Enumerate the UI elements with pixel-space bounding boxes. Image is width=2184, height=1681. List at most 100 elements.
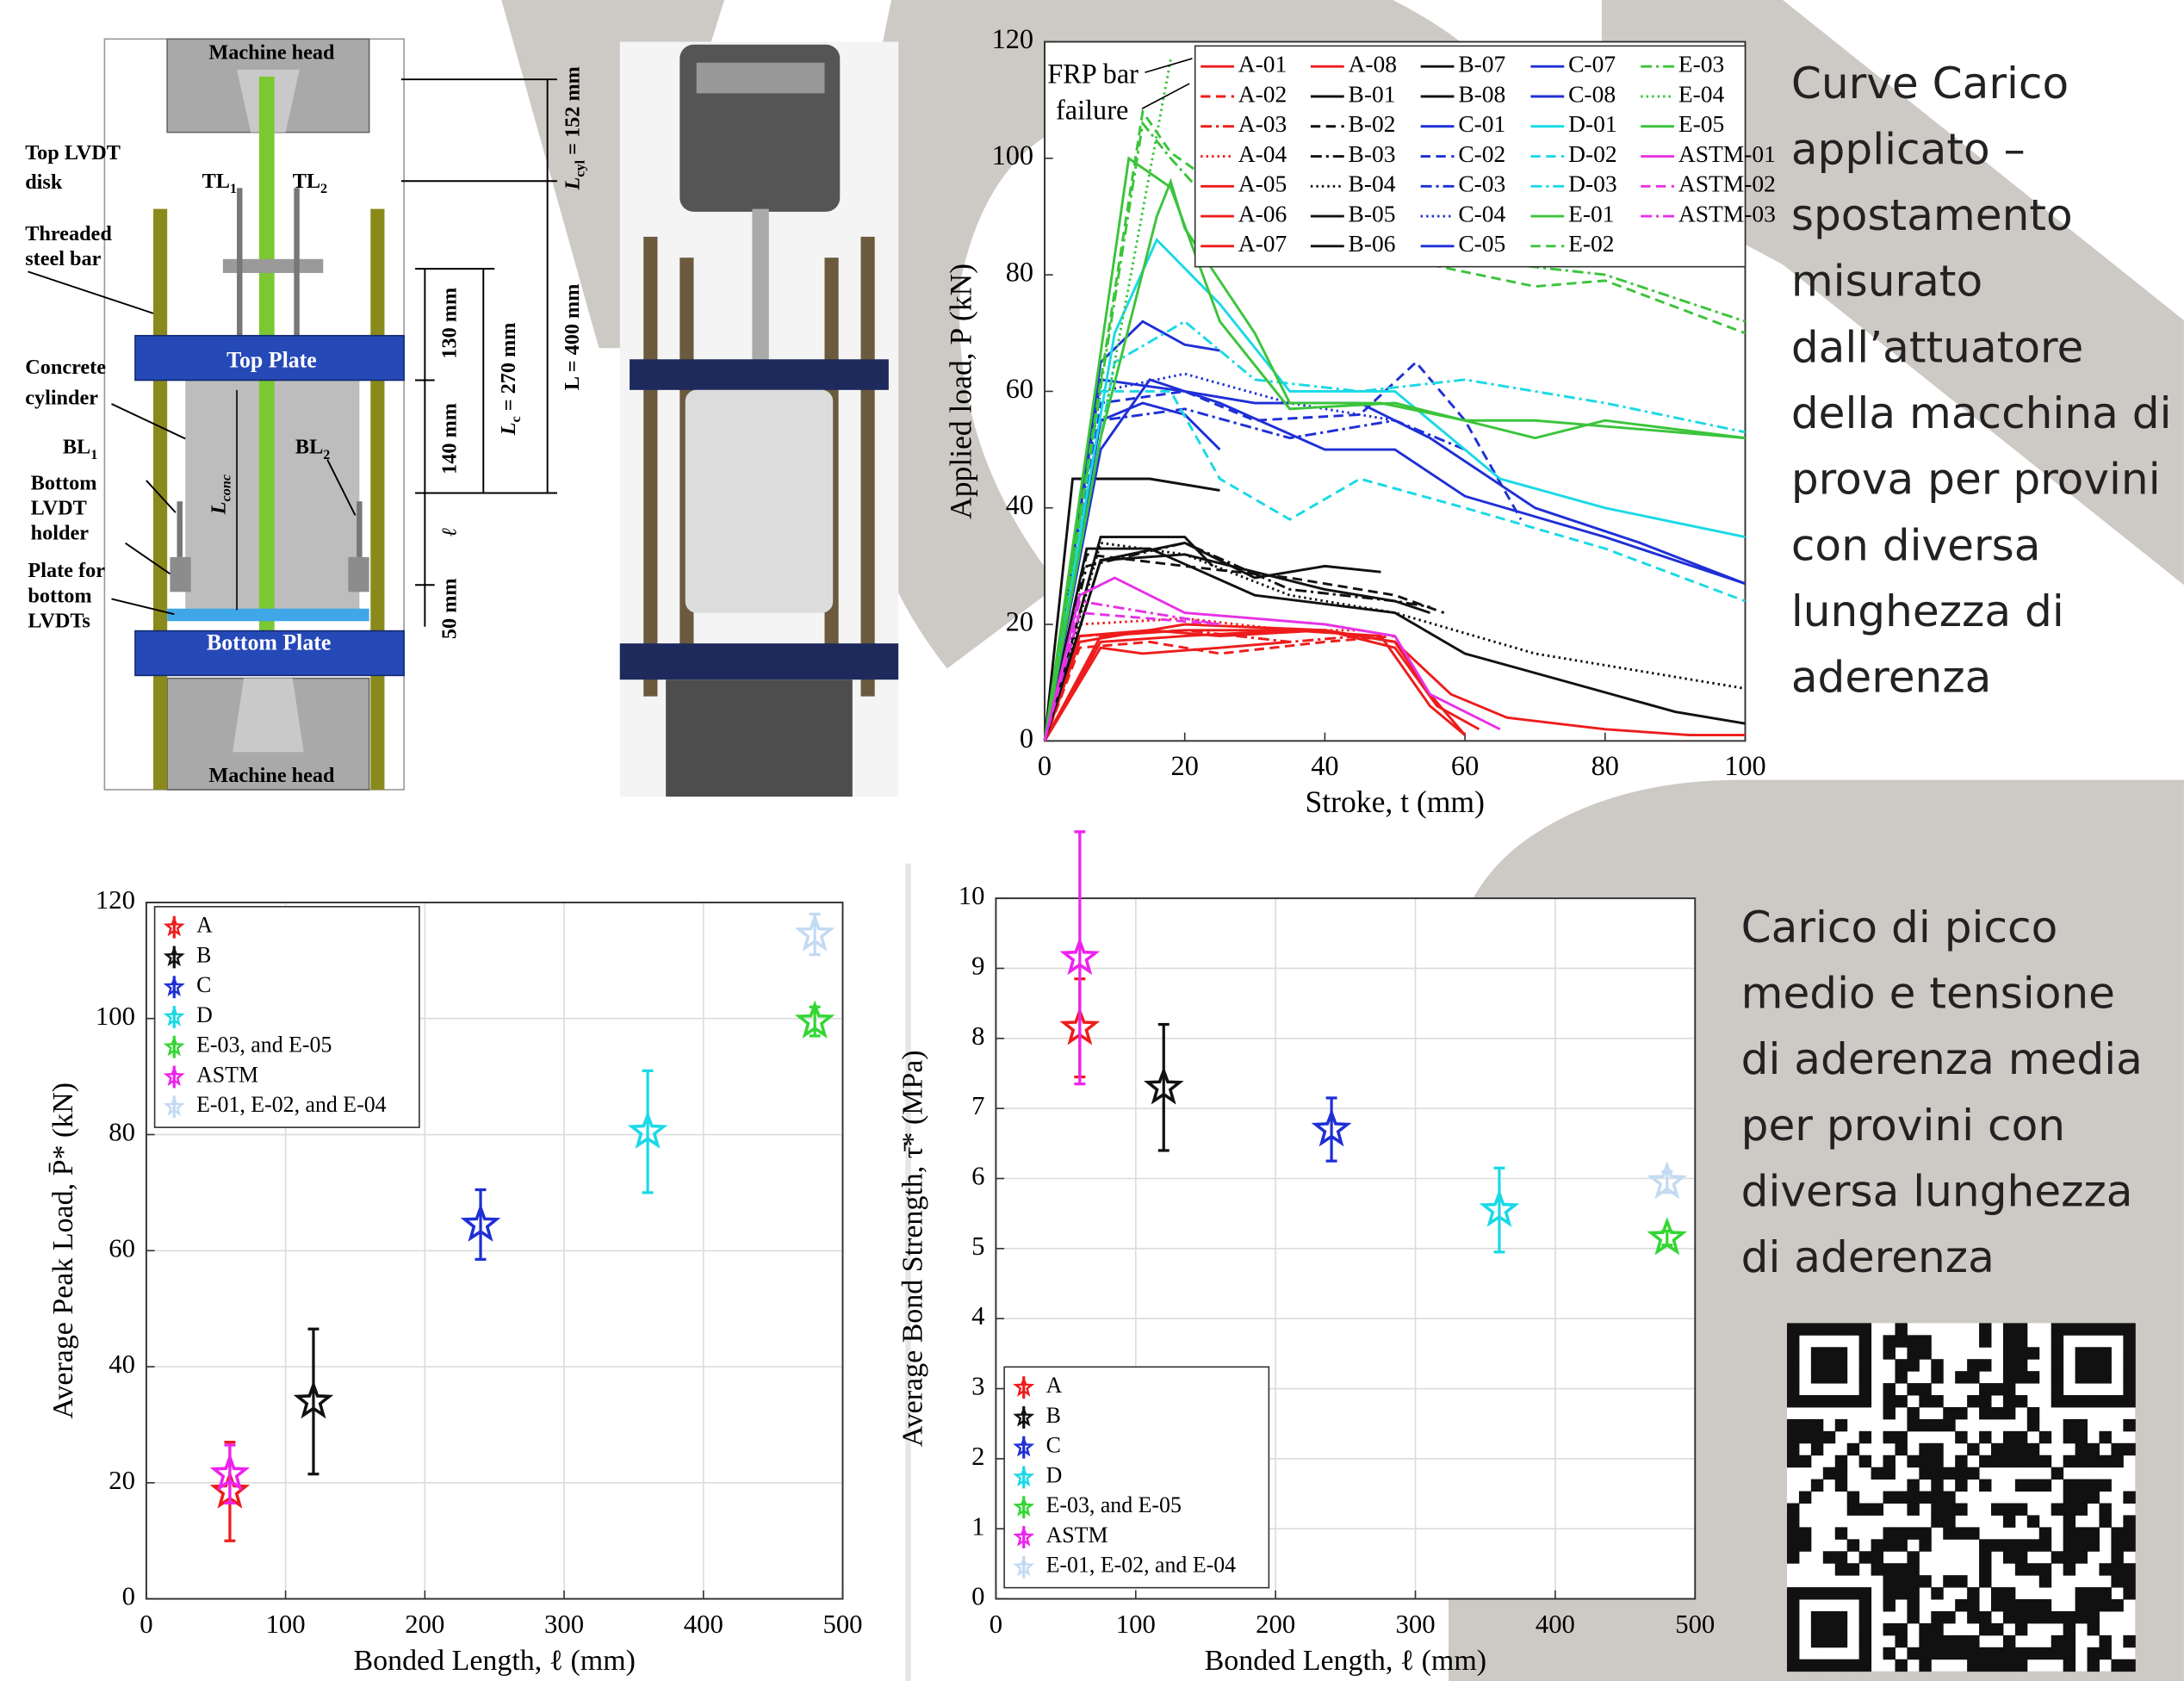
qr-module bbox=[1823, 1347, 1835, 1359]
qr-module bbox=[1823, 1371, 1835, 1383]
qr-module bbox=[1835, 1467, 1847, 1479]
qr-module bbox=[1979, 1539, 1991, 1551]
legend-label: B-05 bbox=[1349, 201, 1396, 226]
qr-module bbox=[2003, 1455, 2015, 1467]
label: disk bbox=[25, 171, 63, 194]
qr-module bbox=[1979, 1563, 1991, 1575]
qr-module bbox=[2039, 1599, 2051, 1611]
qr-module bbox=[2051, 1335, 2063, 1347]
qr-module bbox=[1787, 1431, 1799, 1443]
legend-label: E-04 bbox=[1678, 81, 1725, 107]
qr-module bbox=[2039, 1527, 2051, 1539]
legend-label: B-06 bbox=[1349, 231, 1396, 257]
qr-module bbox=[2063, 1551, 2075, 1563]
qr-module bbox=[2051, 1551, 2063, 1563]
chart: 020406080100020406080100120Stroke, t (mm… bbox=[943, 23, 1775, 819]
qr-module bbox=[1835, 1611, 1847, 1623]
qr-module bbox=[1859, 1347, 1871, 1359]
qr-module bbox=[1955, 1431, 1967, 1443]
qr-module bbox=[1859, 1323, 1871, 1335]
qr-module bbox=[2088, 1455, 2100, 1467]
qr-module bbox=[1919, 1575, 1931, 1587]
legend-label: C-02 bbox=[1458, 141, 1505, 167]
qr-module bbox=[1955, 1635, 1967, 1647]
qr-module bbox=[1931, 1635, 1943, 1647]
qr-module bbox=[1955, 1455, 1967, 1467]
y-tick-label: 10 bbox=[959, 881, 985, 910]
qr-module bbox=[2063, 1527, 2075, 1539]
label-main: L bbox=[207, 501, 230, 515]
qr-module bbox=[1955, 1407, 1967, 1419]
qr-module bbox=[1859, 1395, 1871, 1407]
legend-label: E-01, E-02, and E-04 bbox=[196, 1092, 387, 1117]
qr-module bbox=[1787, 1587, 1799, 1599]
y-tick-label: 8 bbox=[971, 1021, 984, 1051]
qr-module bbox=[2099, 1515, 2111, 1527]
qr-module bbox=[1991, 1599, 2003, 1611]
qr-module bbox=[2111, 1455, 2123, 1467]
qr-module bbox=[1823, 1587, 1835, 1599]
qr-module bbox=[1943, 1647, 1955, 1659]
qr-module bbox=[1907, 1503, 1919, 1515]
x-tick-label: 0 bbox=[1038, 750, 1052, 781]
qr-module bbox=[2099, 1647, 2111, 1659]
y-tick-label: 60 bbox=[1006, 373, 1033, 404]
qr-module bbox=[1895, 1335, 1907, 1347]
qr-module bbox=[1907, 1347, 1919, 1359]
qr-module bbox=[2027, 1347, 2039, 1359]
x-tick-label: 20 bbox=[1171, 750, 1199, 781]
qr-module bbox=[1895, 1659, 1907, 1672]
qr-module bbox=[1871, 1467, 1883, 1479]
legend-label: B-03 bbox=[1349, 141, 1396, 167]
qr-module bbox=[2051, 1323, 2063, 1335]
label-sub: 2 bbox=[323, 448, 330, 462]
qr-module bbox=[2099, 1503, 2111, 1515]
y-axis-label: Average Peak Load, P̄* (kN) bbox=[47, 1082, 79, 1419]
photo bbox=[620, 42, 898, 797]
qr-module bbox=[2063, 1623, 2075, 1635]
qr-module bbox=[1931, 1587, 1943, 1599]
qr-module bbox=[2075, 1443, 2088, 1455]
qr-module bbox=[1883, 1395, 1895, 1407]
qr-module bbox=[2063, 1323, 2075, 1335]
qr-module bbox=[2099, 1431, 2111, 1443]
qr-module bbox=[2039, 1563, 2051, 1575]
qr-module bbox=[2015, 1347, 2027, 1359]
qr-module bbox=[1835, 1587, 1847, 1599]
qr-module bbox=[2003, 1551, 2015, 1563]
qr-module bbox=[1979, 1575, 1991, 1587]
qr-module bbox=[2015, 1395, 2027, 1407]
schematic: Machine head Machine head Top LVDT disk … bbox=[25, 39, 587, 790]
qr-module bbox=[1931, 1359, 1943, 1371]
y-tick-label: 80 bbox=[1006, 257, 1033, 288]
qr-module bbox=[2003, 1359, 2015, 1371]
qr-module bbox=[2039, 1647, 2051, 1659]
legend-label: C-03 bbox=[1458, 171, 1505, 197]
qr-module bbox=[2015, 1551, 2027, 1563]
qr-module bbox=[1979, 1323, 1991, 1335]
qr-module bbox=[2003, 1587, 2015, 1599]
qr-module bbox=[2088, 1587, 2100, 1599]
label: BL1 bbox=[63, 435, 97, 462]
qr-module bbox=[2063, 1635, 2075, 1647]
qr-module bbox=[1871, 1503, 1883, 1515]
grip bbox=[233, 679, 303, 753]
legend-label: E-05 bbox=[1678, 111, 1724, 137]
qr-module bbox=[1787, 1395, 1799, 1407]
qr-module bbox=[2051, 1359, 2063, 1371]
qr-module bbox=[2015, 1431, 2027, 1443]
qr-module bbox=[2003, 1335, 2015, 1347]
qr-module bbox=[1883, 1347, 1895, 1359]
x-tick-label: 500 bbox=[822, 1610, 862, 1639]
qr-module bbox=[1871, 1563, 1883, 1575]
x-tick-label: 80 bbox=[1591, 750, 1619, 781]
legend-label: ASTM bbox=[1046, 1523, 1108, 1548]
qr-module bbox=[1859, 1659, 1871, 1672]
qr-module bbox=[1907, 1492, 1919, 1504]
qr-module bbox=[1895, 1527, 1907, 1539]
qr-module bbox=[1931, 1623, 1943, 1635]
label: holder bbox=[31, 522, 90, 545]
caption-line: Carico di picco bbox=[1741, 902, 2058, 952]
qr-module bbox=[1919, 1455, 1931, 1467]
qr-module bbox=[1847, 1659, 1859, 1672]
